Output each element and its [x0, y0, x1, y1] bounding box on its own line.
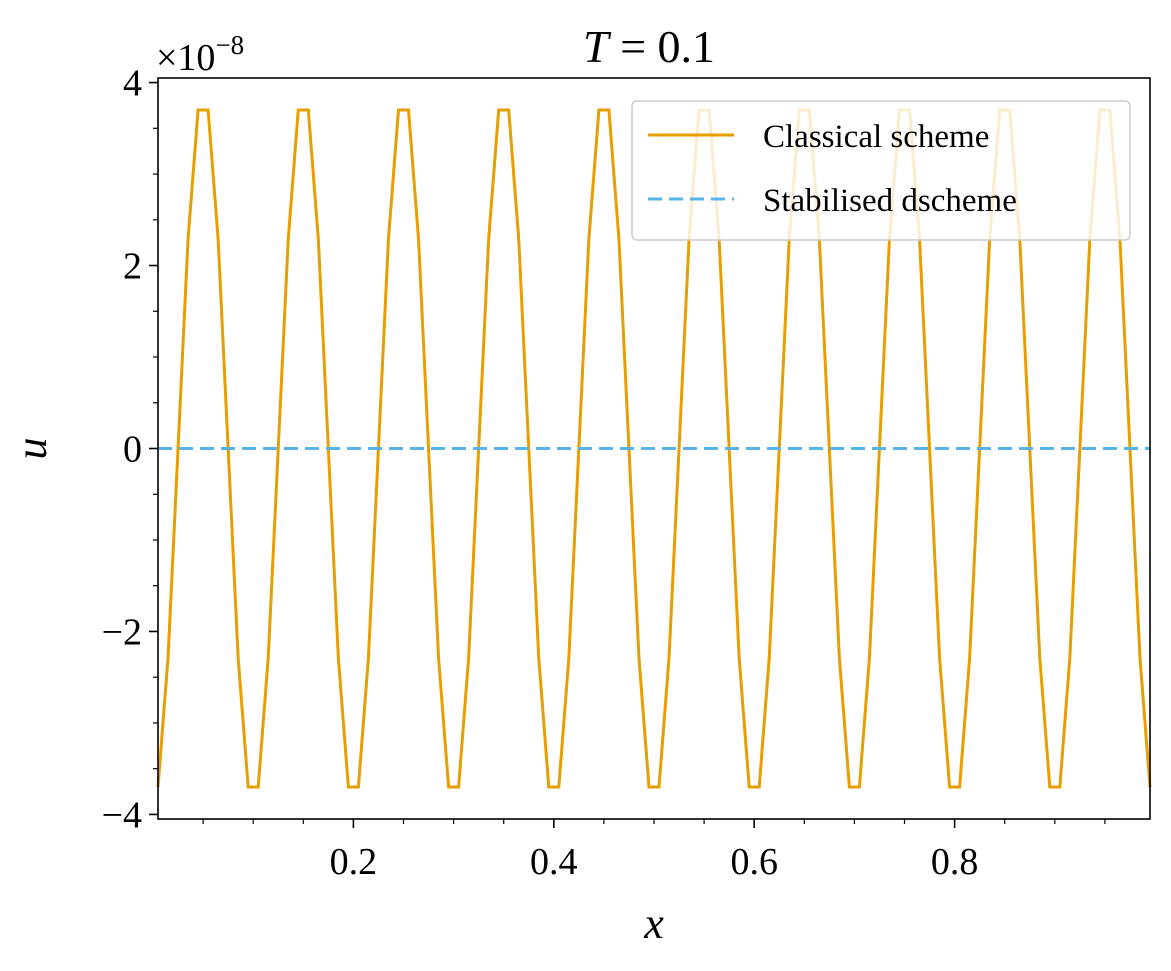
series-layer: [156, 108, 1152, 789]
series-line-classical-scheme: [156, 108, 1152, 789]
plot-area-frame: [157, 77, 1151, 820]
chart-title: T = 0.1: [583, 21, 715, 72]
offset-exponent: −8: [215, 30, 244, 60]
x-tick-label: 0.4: [530, 841, 578, 883]
y-tick-label: 0: [123, 429, 142, 471]
legend-label-classical-scheme: Classical scheme: [763, 119, 989, 155]
y-tick-label: −2: [102, 611, 142, 653]
x-tick-label: 0.8: [931, 841, 979, 883]
y-axis-label: u: [7, 438, 56, 460]
y-tick-label: −4: [102, 794, 142, 836]
x-tick-label: 0.6: [730, 841, 778, 883]
y-axis-offset-label: ×10−8: [156, 30, 244, 79]
title-variable: T: [583, 21, 612, 72]
y-tick-label: 2: [123, 246, 142, 288]
title-value: = 0.1: [609, 21, 715, 72]
ticks-group: 0.2 0.4 0.6 0.8 −4 −2 0 2 4: [102, 63, 1106, 883]
legend-label-stabilised-dscheme: Stabilised dscheme: [763, 183, 1017, 219]
x-tick-label: 0.2: [330, 841, 378, 883]
x-axis-label: x: [643, 899, 664, 948]
legend-box: [631, 100, 1131, 241]
legend: Classical scheme Stabilised dscheme: [631, 100, 1131, 241]
offset-base: ×10: [156, 37, 215, 79]
y-tick-label: 4: [123, 63, 142, 105]
